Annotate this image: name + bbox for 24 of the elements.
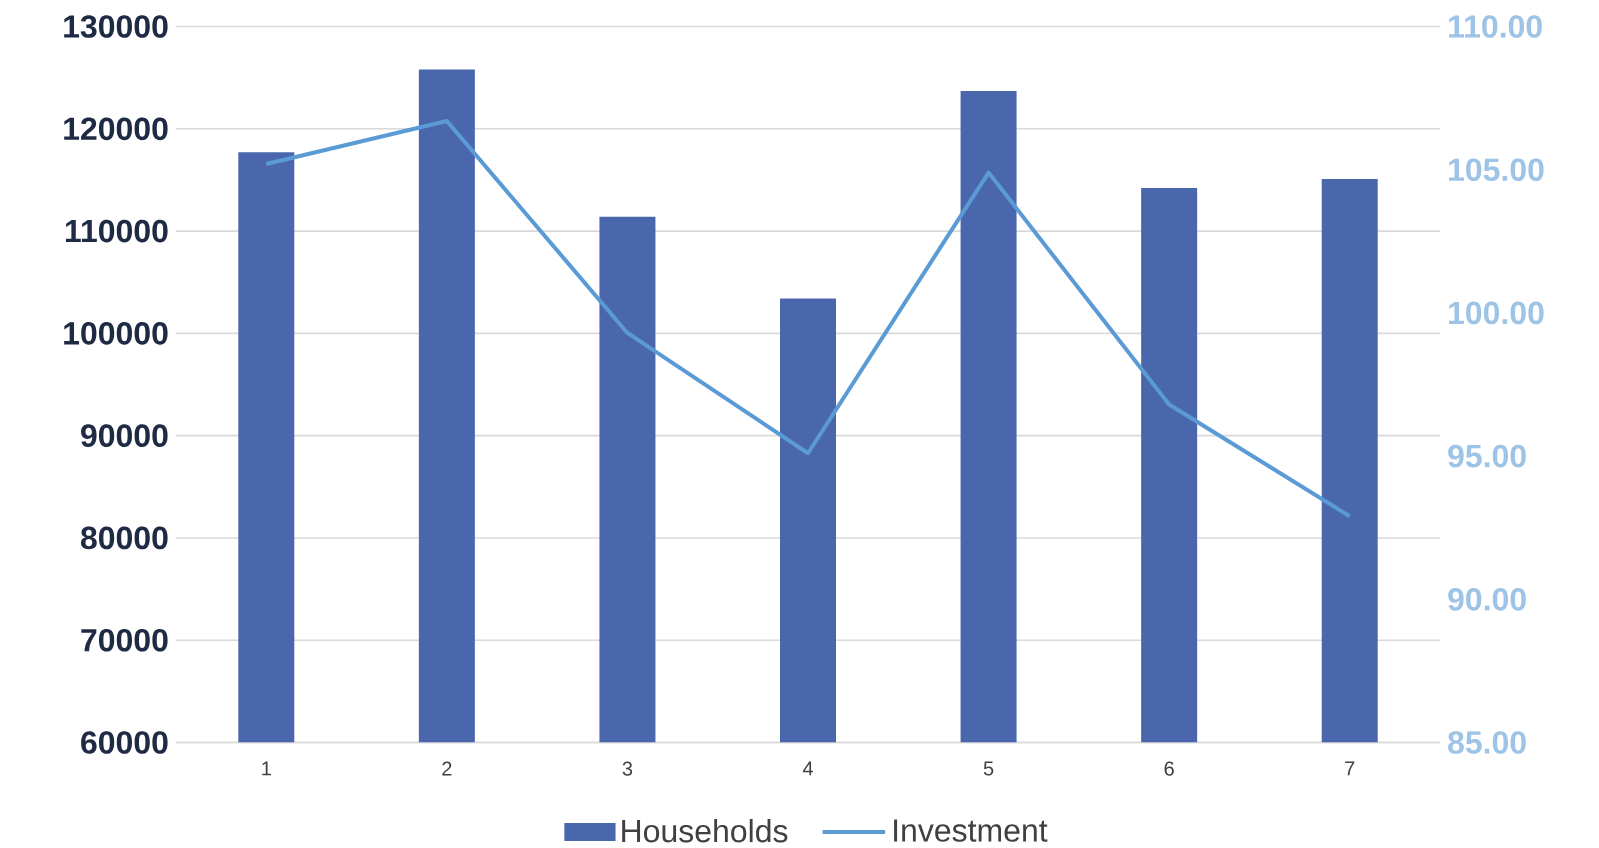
- line-series: [264, 119, 1352, 519]
- x-tick-label: 7: [1345, 761, 1355, 776]
- y2-tick-label: 105.00: [1449, 158, 1544, 182]
- y-tick-label: 80000: [80, 526, 168, 550]
- x-tick-label: 4: [802, 761, 813, 776]
- x-tick-label: 2: [442, 761, 452, 776]
- y2-tick-label: 85.00: [1448, 731, 1526, 754]
- y-tick-label: 110000: [65, 219, 168, 243]
- y-tick-label: 70000: [81, 628, 168, 652]
- y2-tick-label: 100.00: [1449, 301, 1544, 325]
- y2-tick-label: 95.00: [1448, 444, 1526, 468]
- y-tick-label: 60000: [81, 731, 168, 754]
- x-tick-label: 5: [983, 761, 994, 776]
- x-tick-label: 3: [622, 761, 633, 776]
- x-tick-label: 1: [262, 761, 271, 776]
- y-tick-label: 120000: [64, 117, 168, 141]
- legend-label: Investment: [894, 819, 1048, 842]
- y-tick-label: 100000: [64, 322, 168, 345]
- y2-tick-label: 110.00: [1449, 15, 1542, 38]
- y-tick-label: 90000: [81, 424, 168, 447]
- legend-label: Households: [622, 818, 788, 843]
- y-tick-label: 130000: [64, 15, 168, 38]
- y2-tick-label: 90.00: [1448, 587, 1526, 611]
- x-tick-label: 6: [1164, 761, 1174, 776]
